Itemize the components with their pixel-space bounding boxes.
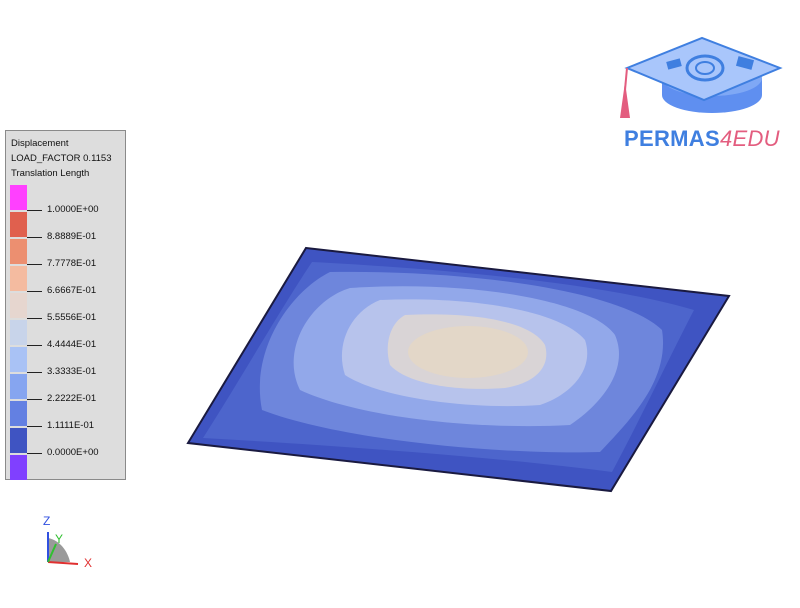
legend-tick: [27, 210, 42, 211]
legend-tick: [27, 264, 42, 265]
legend-tick-label: 1.0000E+00: [47, 204, 99, 215]
legend-swatch: [10, 266, 27, 291]
legend-tick-label: 2.2222E-01: [47, 393, 97, 404]
legend-swatch: [10, 320, 27, 345]
legend-tick-label: 3.3333E-01: [47, 366, 97, 377]
graduation-cap-icon: [620, 36, 783, 118]
legend-tick: [27, 291, 42, 292]
contour-center: [408, 326, 528, 378]
legend-swatch: [10, 374, 27, 399]
legend-tick: [27, 237, 42, 238]
legend-quantity: Translation Length: [11, 168, 90, 179]
x-axis-line: [47, 561, 79, 565]
legend-tick: [27, 399, 42, 400]
legend-tick-label: 1.1111E-01: [47, 420, 95, 431]
legend-tick: [27, 453, 42, 454]
legend-swatch: [10, 185, 27, 210]
y-axis-line: [47, 543, 57, 563]
x-axis-label: X: [84, 556, 92, 570]
legend-swatch: [10, 293, 27, 318]
legend-tick-label: 4.4444E-01: [47, 339, 97, 350]
legend-tick-label: 8.8889E-01: [47, 231, 97, 242]
legend-tick-label: 0.0000E+00: [47, 447, 99, 458]
legend-title: Displacement: [11, 138, 69, 149]
legend-tick: [27, 426, 42, 427]
axis-triad[interactable]: Z Y X: [30, 510, 110, 580]
legend-swatch: [10, 401, 27, 426]
y-axis-label: Y: [55, 532, 63, 546]
legend-tick: [27, 372, 42, 373]
legend-swatch: [10, 428, 27, 453]
legend-tick: [27, 345, 42, 346]
legend-tick-label: 5.5556E-01: [47, 312, 97, 323]
triad-shade: [48, 538, 70, 562]
z-axis-label: Z: [43, 514, 50, 528]
legend-tick-label: 7.7778E-01: [47, 258, 97, 269]
legend-tick: [27, 318, 42, 319]
logo-text-main: PERMAS: [624, 126, 720, 151]
legend-swatch: [10, 455, 27, 480]
logo-text-accent: 4EDU: [719, 126, 780, 151]
deformed-plate[interactable]: [186, 246, 731, 493]
legend-swatch: [10, 347, 27, 372]
logo-text: PERMAS4EDU: [624, 126, 780, 152]
legend-tick-label: 6.6667E-01: [47, 285, 97, 296]
color-legend: Displacement LOAD_FACTOR 0.1153 Translat…: [5, 130, 126, 480]
legend-load-factor: LOAD_FACTOR 0.1153: [11, 153, 112, 164]
legend-swatch: [10, 212, 27, 237]
legend-swatch: [10, 239, 27, 264]
permas4edu-logo: [620, 36, 783, 118]
